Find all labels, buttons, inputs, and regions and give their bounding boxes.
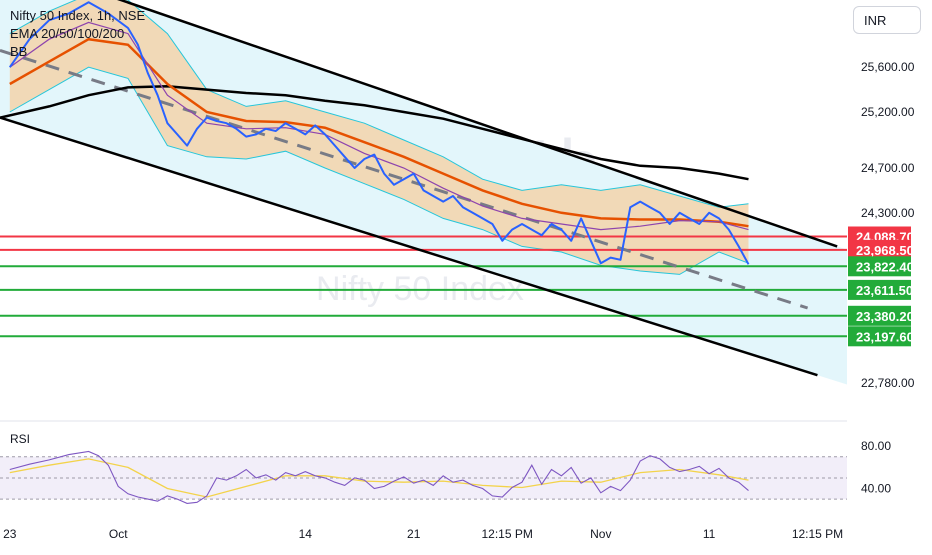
level-badge-2 (848, 256, 911, 277)
rsi-band (0, 456, 847, 500)
level-badge-label: 23,968.50 (856, 243, 914, 258)
time-tick-label: 12:15 PM (792, 527, 843, 541)
ema-20-line (9, 21, 749, 231)
price-line (8, 1, 750, 265)
rsi-tick-label: 40.00 (861, 482, 891, 496)
level-badge-5 (848, 326, 911, 347)
price-level-labels: 24,088.7023,968.5023,822.4023,611.5023,3… (848, 226, 914, 347)
channel-upper-line[interactable] (39, 0, 838, 248)
currency-button[interactable]: INR (853, 6, 921, 34)
price-tick-label: 25,600.00 (861, 60, 915, 74)
rsi-axis: 80.00 40.00 (861, 439, 891, 495)
price-tick-label: 25,200.00 (861, 105, 915, 119)
level-badge-3 (848, 279, 911, 300)
bollinger-lower-band (9, 66, 749, 275)
rsi-pane (0, 450, 847, 504)
rsi-tick-label: 80.00 (861, 439, 891, 453)
time-axis[interactable]: 23 Oct 14 21 12:15 PM Nov 11 12:15 PM (3, 527, 843, 541)
level-badge-label: 23,611.50 (856, 283, 913, 298)
level-badge-label: 23,822.40 (856, 259, 914, 274)
ema-50-line (9, 37, 749, 228)
price-tick-label: 22,780.00 (861, 376, 915, 390)
channel-lower-line[interactable] (0, 116, 818, 377)
time-tick-label: Nov (590, 527, 611, 541)
channel-mid-line[interactable] (0, 48, 809, 310)
time-tick-label: Oct (109, 527, 128, 541)
price-tick-label: 24,700.00 (861, 161, 915, 175)
main-pane (0, 0, 847, 385)
level-badge-label: 23,197.60 (856, 329, 914, 344)
ema-indicator-legend[interactable]: EMA 20/50/100/200 (10, 26, 125, 41)
rsi-line (9, 450, 749, 504)
time-tick-label: 23 (3, 527, 17, 541)
bollinger-fill (9, 0, 749, 275)
rsi-label: RSI (10, 432, 30, 446)
time-tick-label: 12:15 PM (482, 527, 533, 541)
level-badge-1 (848, 239, 911, 260)
time-tick-label: 14 (299, 527, 313, 541)
time-tick-label: 11 (703, 527, 716, 541)
level-badge-4 (848, 305, 911, 326)
time-tick-label: 21 (407, 527, 421, 541)
bb-indicator-legend[interactable]: BB (10, 44, 28, 59)
ema-200-line (0, 84, 749, 181)
level-badge-label: 23,380.20 (856, 309, 914, 324)
chart-title: Nifty 50 Index, 1h, NSE (10, 8, 146, 23)
price-tick-label: 24,300.00 (861, 206, 915, 220)
